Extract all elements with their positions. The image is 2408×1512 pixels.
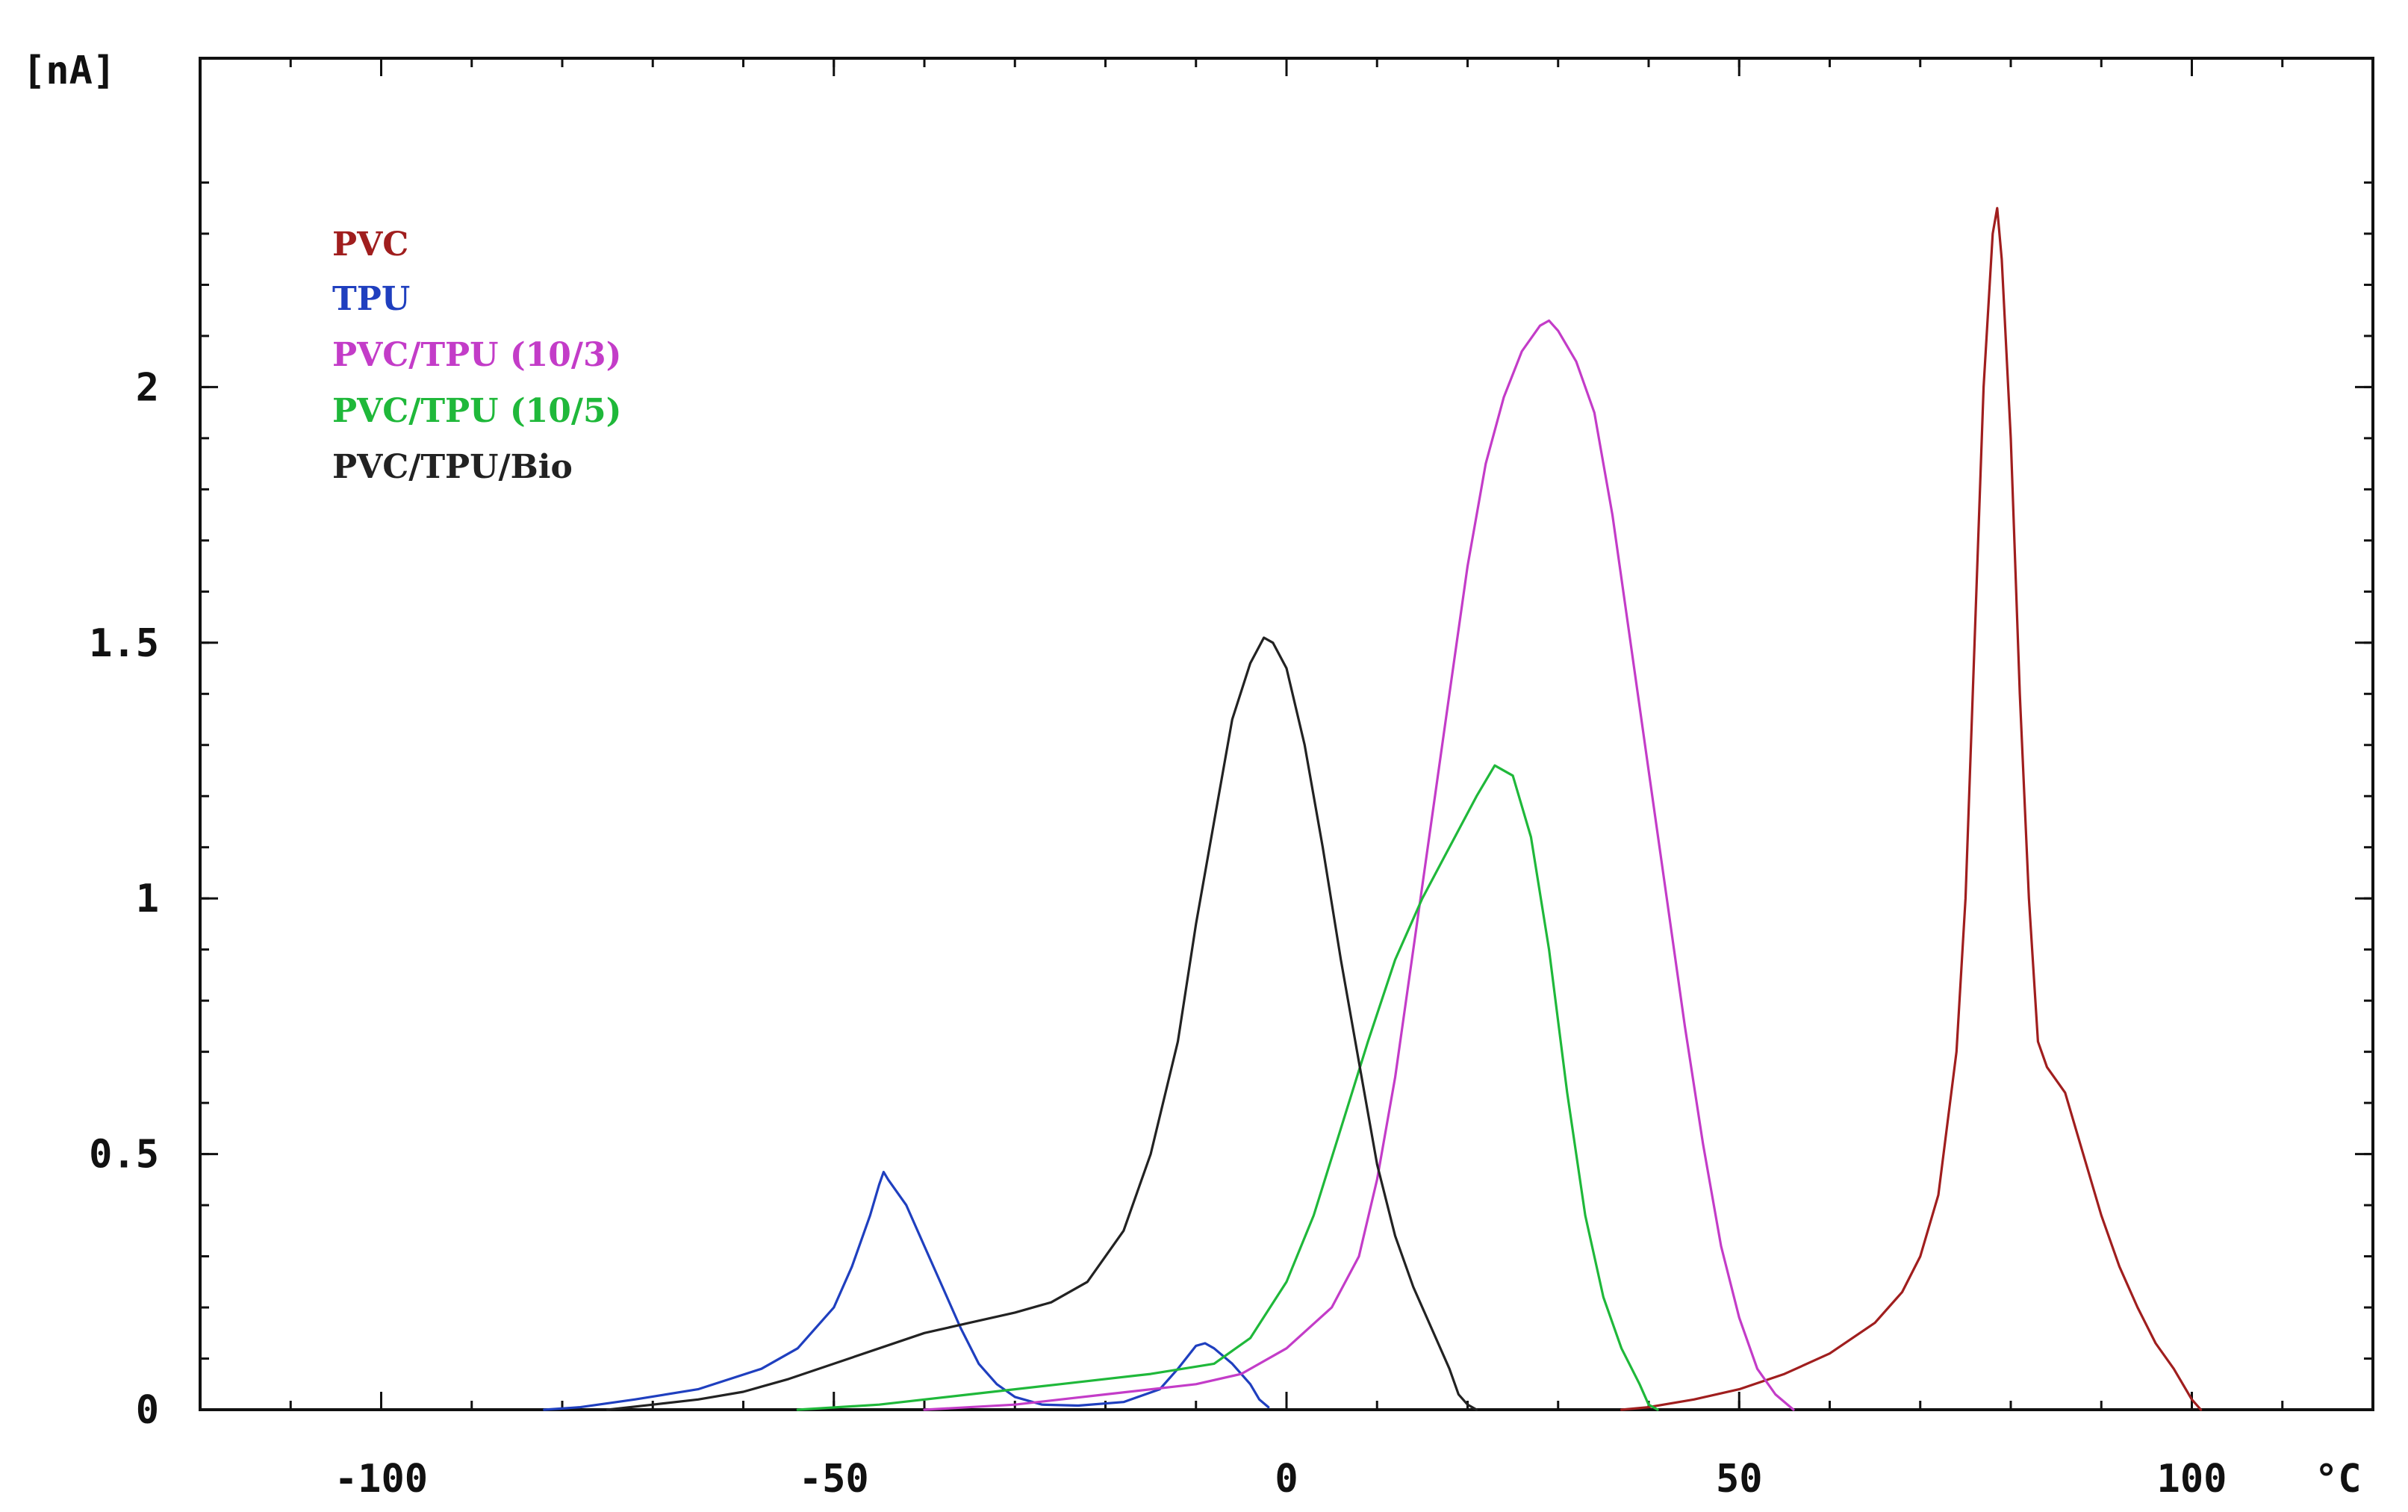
series-line-pvc-tpu-bio xyxy=(606,636,1478,1411)
legend-item-pvc-tpu-10-3: PVC/TPU (10/3) xyxy=(332,336,621,374)
x-tick-label: -50 xyxy=(799,1457,869,1502)
x-tick-label: -100 xyxy=(335,1457,428,1502)
y-tick-label: 2 xyxy=(136,365,159,410)
x-axis-unit-label: °C xyxy=(2315,1457,2362,1502)
x-axis-ticks: -100 -50 0 50 100 xyxy=(335,58,2227,1502)
x-tick-label: 50 xyxy=(1716,1457,1763,1502)
series-line-pvc xyxy=(1620,207,2203,1411)
series-line-tpu xyxy=(543,1171,1270,1411)
y-axis-ticks: 0 0.5 1 1.5 2 xyxy=(89,365,2373,1433)
x-tick-label: 0 xyxy=(1275,1457,1298,1502)
legend-item-pvc-tpu-bio: PVC/TPU/Bio xyxy=(332,448,573,486)
series-group xyxy=(543,207,2203,1411)
legend: PVC TPU PVC/TPU (10/3) PVC/TPU (10/5) PV… xyxy=(332,225,621,486)
x-tick-label: 100 xyxy=(2157,1457,2227,1502)
y-tick-label: 1.5 xyxy=(89,621,159,666)
y-axis-unit-label: [nA] xyxy=(22,49,116,93)
y-tick-label: 0.5 xyxy=(89,1133,159,1177)
legend-item-pvc: PVC xyxy=(332,225,408,264)
series-line-pvc-tpu-10-3 xyxy=(923,319,1795,1411)
y-tick-label: 0 xyxy=(136,1388,159,1433)
y-tick-label: 1 xyxy=(136,877,159,921)
legend-item-pvc-tpu-10-5: PVC/TPU (10/5) xyxy=(332,392,621,430)
series-line-pvc-tpu-10-5 xyxy=(796,764,1659,1411)
legend-item-tpu: TPU xyxy=(332,280,410,318)
